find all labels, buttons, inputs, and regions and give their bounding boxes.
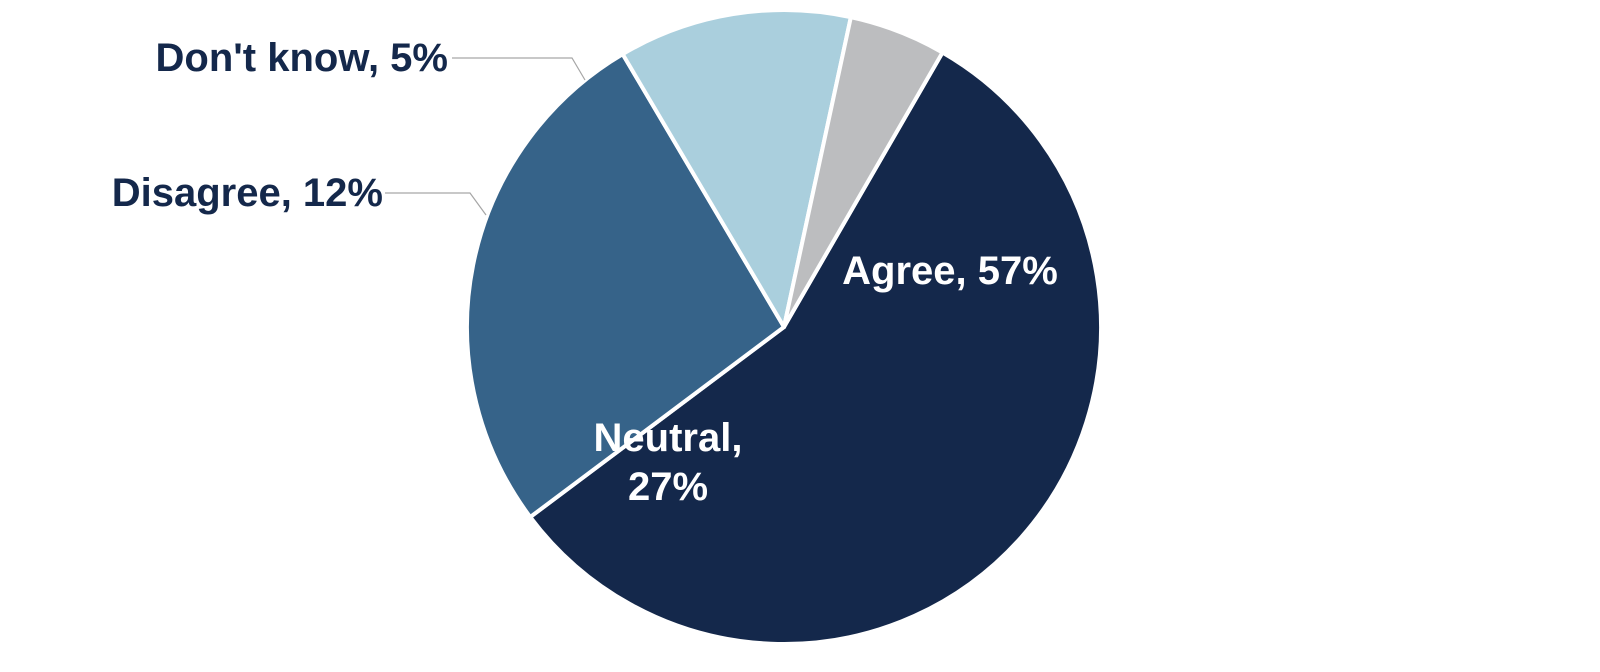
leader-line-disagree <box>385 192 487 216</box>
data-label-neutral: 27% <box>628 465 708 509</box>
data-label-don-t-know: Don't know, 5% <box>156 36 448 80</box>
pie-slice-agree <box>528 50 1103 646</box>
pie-slice-neutral <box>465 52 786 520</box>
leader-line-don-t-know <box>452 57 586 81</box>
pie-slice-disagree <box>620 8 853 329</box>
leader-lines-layer <box>385 57 586 216</box>
slices-layer <box>465 8 1103 646</box>
data-label-disagree: Disagree, 12% <box>112 171 383 215</box>
data-label-neutral: Neutral, <box>594 416 743 460</box>
pie-slice-don-t-know <box>782 15 945 329</box>
labels-layer: Agree, 57% Neutral, 27% Disagree, 12% Don't … <box>112 36 1058 509</box>
data-label-agree: Agree, 57% <box>842 249 1058 293</box>
